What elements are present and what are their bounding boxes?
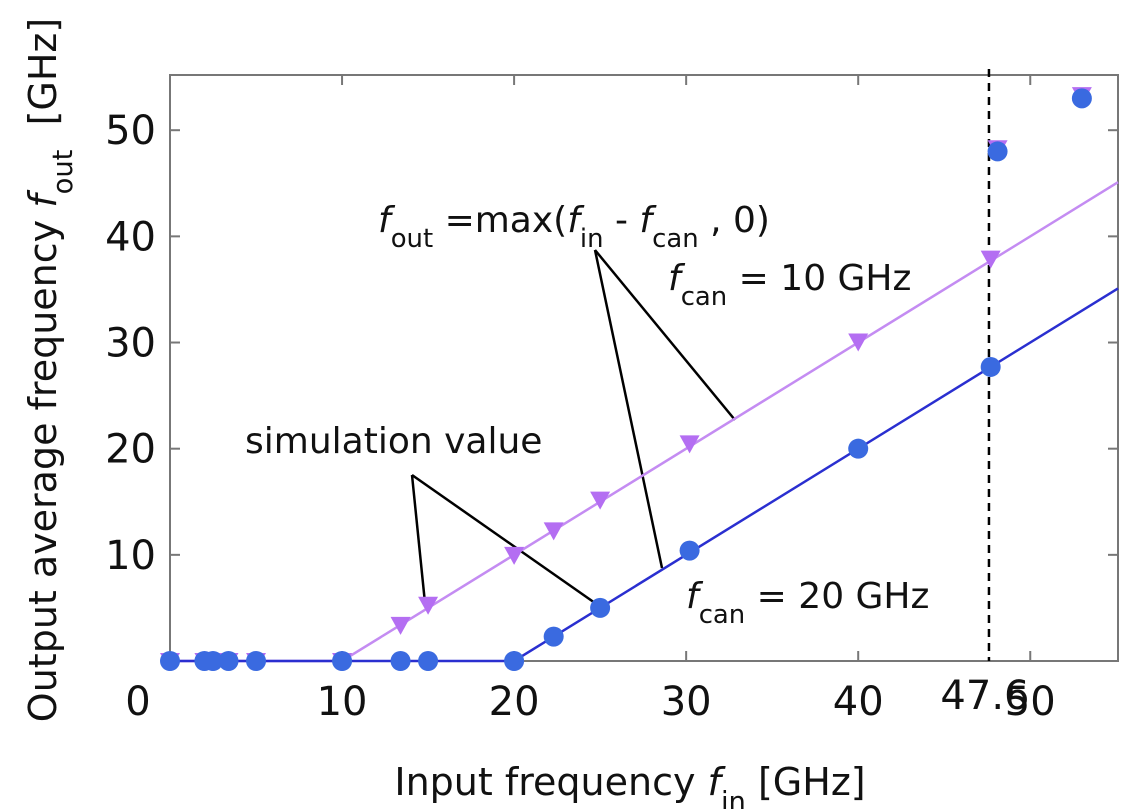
data-point bbox=[848, 333, 869, 352]
text-piece: = 10 GHz bbox=[727, 258, 911, 299]
rich-text: fcan = 20 GHz bbox=[686, 576, 929, 630]
data-point bbox=[980, 356, 1001, 377]
data-point bbox=[543, 522, 564, 541]
data-point bbox=[203, 651, 224, 671]
data-point bbox=[504, 651, 525, 671]
y-tick-label: 40 bbox=[105, 214, 156, 260]
data-point bbox=[160, 651, 180, 671]
x-tick-label: 10 bbox=[317, 679, 368, 725]
data-point bbox=[848, 438, 869, 459]
rich-text: simulation value bbox=[245, 421, 542, 462]
leader-line bbox=[593, 249, 664, 569]
data-point bbox=[390, 616, 411, 635]
data-point bbox=[590, 597, 611, 618]
text-piece: in bbox=[721, 787, 746, 809]
text-piece: can bbox=[699, 600, 746, 630]
x-tick-label: 30 bbox=[661, 679, 712, 725]
text-piece: Input frequency bbox=[394, 760, 707, 804]
data-point bbox=[218, 651, 239, 671]
text-piece: , 0) bbox=[699, 200, 770, 241]
data-point bbox=[390, 651, 411, 671]
rich-text: fcan = 10 GHz bbox=[668, 258, 911, 312]
text-piece: =max( bbox=[433, 200, 567, 241]
leader-line bbox=[594, 249, 736, 421]
x-tick-label: 50 bbox=[1005, 679, 1056, 725]
data-point bbox=[980, 250, 1001, 269]
data-point bbox=[418, 651, 439, 671]
data-point bbox=[590, 491, 611, 510]
x-tick-label: 20 bbox=[489, 679, 540, 725]
text-piece: - bbox=[604, 200, 640, 241]
y-tick-label: 10 bbox=[105, 533, 156, 579]
data-point bbox=[246, 651, 267, 671]
y-tick-label: 20 bbox=[105, 427, 156, 473]
rich-text: fout =max(fin - fcan , 0) bbox=[378, 200, 770, 254]
x-tick-label: 40 bbox=[833, 679, 884, 725]
text-piece: [GHz] bbox=[746, 760, 866, 804]
rich-text: Input frequency fin [GHz] bbox=[394, 760, 865, 809]
data-point bbox=[987, 141, 1008, 162]
text-piece: out bbox=[391, 224, 433, 254]
leader-line bbox=[410, 474, 427, 604]
text-piece: simulation value bbox=[245, 421, 542, 462]
text-piece: out bbox=[48, 149, 79, 194]
data-point bbox=[504, 546, 525, 565]
data-point bbox=[1071, 88, 1092, 109]
y-tick-label: 30 bbox=[105, 321, 156, 367]
text-piece: can bbox=[652, 224, 699, 254]
text-piece: = 20 GHz bbox=[745, 576, 929, 617]
text-piece: can bbox=[681, 282, 728, 312]
y-tick-label: 50 bbox=[105, 108, 156, 154]
leader-lines bbox=[410, 249, 736, 605]
reference-label: 47.6 bbox=[940, 673, 1029, 719]
x-tick-label: 0 bbox=[125, 679, 150, 725]
data-point bbox=[332, 651, 353, 671]
plot-frame bbox=[169, 74, 1119, 662]
data-point bbox=[679, 540, 700, 561]
text-piece: Output average frequency bbox=[21, 208, 65, 722]
leader-line bbox=[411, 473, 596, 605]
data-point bbox=[679, 435, 700, 454]
rich-text: Output average frequency fout [GHz] bbox=[21, 18, 79, 722]
text-piece: in bbox=[580, 224, 604, 254]
data-point bbox=[543, 626, 564, 647]
data-point bbox=[418, 596, 439, 615]
text-piece: [GHz] bbox=[21, 18, 65, 150]
